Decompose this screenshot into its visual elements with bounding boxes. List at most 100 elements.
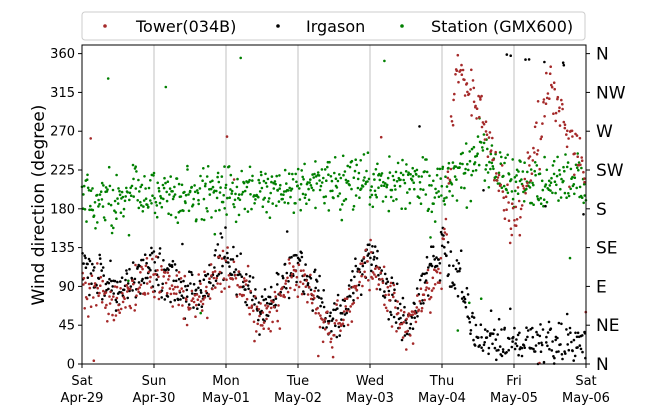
data-point xyxy=(300,292,304,296)
data-point xyxy=(185,298,188,302)
data-point xyxy=(440,287,443,291)
data-point xyxy=(394,170,398,174)
data-point xyxy=(456,53,460,57)
data-point xyxy=(474,169,478,172)
data-point xyxy=(309,297,313,301)
data-point xyxy=(310,292,313,296)
data-point xyxy=(482,141,486,145)
data-point xyxy=(458,267,462,270)
data-point xyxy=(202,218,206,222)
data-point xyxy=(296,184,300,187)
data-point xyxy=(175,177,179,180)
data-point xyxy=(529,179,533,182)
data-point xyxy=(265,307,269,310)
data-point xyxy=(235,295,239,298)
data-point xyxy=(351,208,355,211)
data-point xyxy=(208,297,212,300)
data-point xyxy=(287,172,291,175)
data-point xyxy=(333,156,337,159)
data-point xyxy=(345,309,349,313)
data-point xyxy=(471,311,474,315)
data-point xyxy=(443,252,447,255)
compass-label: W xyxy=(596,122,613,142)
data-point xyxy=(421,156,425,159)
data-point xyxy=(548,347,551,351)
data-point xyxy=(226,196,229,200)
data-point xyxy=(516,333,520,337)
data-point xyxy=(192,282,196,286)
data-point xyxy=(492,167,495,171)
data-point xyxy=(251,276,255,279)
data-point xyxy=(157,189,161,193)
data-point xyxy=(167,278,170,281)
data-point xyxy=(455,259,459,262)
data-point xyxy=(387,289,391,293)
data-point xyxy=(379,135,383,139)
data-point xyxy=(152,171,156,175)
data-point xyxy=(210,216,213,219)
data-point xyxy=(489,149,493,152)
data-point xyxy=(180,183,184,187)
data-point xyxy=(371,277,374,280)
data-point xyxy=(82,283,85,286)
data-point xyxy=(145,257,149,260)
data-point xyxy=(126,296,129,300)
data-point xyxy=(184,284,187,288)
data-point xyxy=(470,173,473,177)
data-point xyxy=(405,163,408,166)
data-point xyxy=(298,259,302,262)
y-tick-label: 180 xyxy=(50,202,75,217)
data-point xyxy=(211,287,214,291)
data-point xyxy=(479,98,482,101)
data-point xyxy=(376,265,379,269)
data-point xyxy=(545,341,548,344)
data-point xyxy=(223,287,226,290)
data-point xyxy=(413,316,417,320)
data-point xyxy=(190,273,194,277)
data-point xyxy=(206,210,209,213)
data-point xyxy=(144,197,148,200)
data-point xyxy=(153,295,156,299)
data-point xyxy=(543,60,546,64)
data-point xyxy=(539,137,543,141)
data-point xyxy=(216,274,219,278)
compass-label: E xyxy=(596,277,607,297)
data-point xyxy=(319,184,323,188)
data-point xyxy=(232,260,236,264)
data-point xyxy=(242,293,245,297)
data-point xyxy=(113,285,117,288)
data-point xyxy=(295,180,298,184)
data-point xyxy=(330,346,334,349)
data-point xyxy=(541,188,545,192)
data-point xyxy=(341,322,345,326)
data-point xyxy=(91,187,94,190)
data-point xyxy=(155,204,159,207)
data-point xyxy=(132,195,135,198)
data-point xyxy=(550,85,554,89)
data-point xyxy=(492,158,495,161)
data-point xyxy=(507,219,511,222)
data-point xyxy=(199,174,202,178)
data-point xyxy=(503,326,507,330)
data-point xyxy=(162,259,165,262)
data-point xyxy=(394,188,397,191)
data-point xyxy=(486,330,489,333)
data-point xyxy=(530,201,533,205)
data-point xyxy=(340,218,344,222)
data-point xyxy=(354,257,357,261)
x-tick-day: Fri xyxy=(506,374,522,389)
data-point xyxy=(520,178,523,181)
data-point xyxy=(266,177,270,181)
data-point xyxy=(460,297,464,300)
data-point xyxy=(102,184,105,187)
data-point xyxy=(253,339,256,343)
data-point xyxy=(406,329,409,333)
data-point xyxy=(416,315,419,318)
data-point xyxy=(264,181,268,185)
data-point xyxy=(91,262,94,266)
data-point xyxy=(186,164,189,168)
data-point xyxy=(331,317,335,321)
data-point xyxy=(178,289,181,293)
data-point xyxy=(377,186,380,189)
data-point xyxy=(134,165,137,168)
